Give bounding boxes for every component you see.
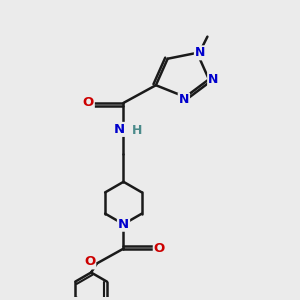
Text: N: N: [179, 93, 189, 106]
Text: N: N: [118, 218, 129, 231]
Text: N: N: [113, 123, 124, 136]
Text: O: O: [82, 96, 94, 110]
Text: O: O: [154, 242, 165, 255]
Text: N: N: [195, 46, 205, 59]
Text: H: H: [132, 124, 142, 137]
Text: O: O: [84, 255, 95, 268]
Text: N: N: [208, 73, 218, 86]
